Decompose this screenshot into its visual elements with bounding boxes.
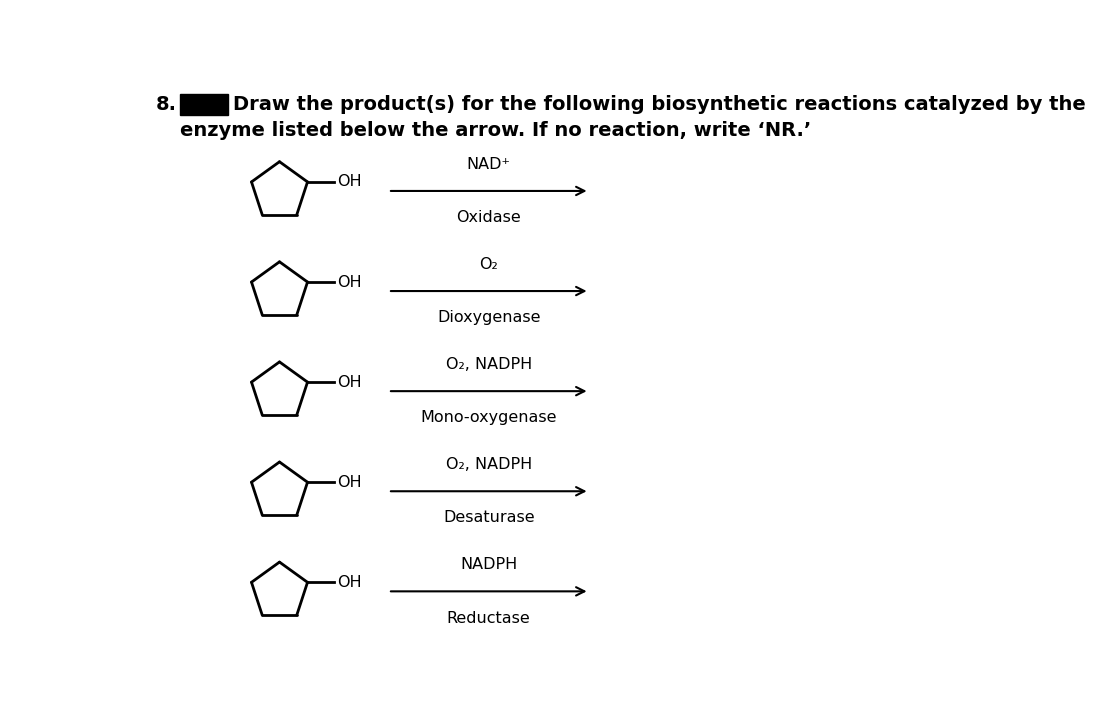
Text: Dioxygenase: Dioxygenase — [437, 310, 541, 326]
Text: Reductase: Reductase — [447, 610, 531, 626]
Text: O₂: O₂ — [479, 257, 498, 272]
Text: Oxidase: Oxidase — [456, 210, 521, 225]
Text: Draw the product(s) for the following biosynthetic reactions catalyzed by the: Draw the product(s) for the following bi… — [233, 95, 1085, 115]
Text: NAD⁺: NAD⁺ — [467, 157, 511, 172]
FancyBboxPatch shape — [180, 94, 228, 115]
Text: OH: OH — [337, 275, 362, 289]
Text: NADPH: NADPH — [460, 557, 517, 572]
Text: Desaturase: Desaturase — [442, 510, 534, 526]
Text: OH: OH — [337, 375, 362, 389]
Text: OH: OH — [337, 175, 362, 189]
Text: OH: OH — [337, 475, 362, 489]
Text: OH: OH — [337, 575, 362, 590]
Text: Mono-oxygenase: Mono-oxygenase — [420, 410, 557, 426]
Text: enzyme listed below the arrow. If no reaction, write ‘NR.’: enzyme listed below the arrow. If no rea… — [180, 121, 812, 141]
Text: O₂, NADPH: O₂, NADPH — [446, 457, 532, 472]
Text: 8.: 8. — [156, 95, 177, 115]
Text: O₂, NADPH: O₂, NADPH — [446, 357, 532, 372]
